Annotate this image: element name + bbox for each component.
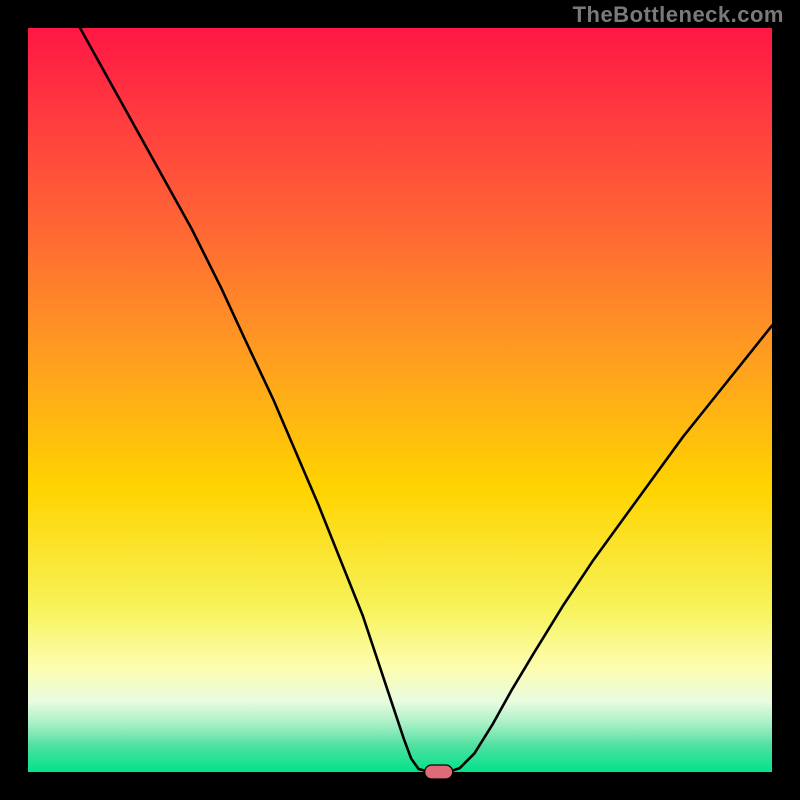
- chart-frame: TheBottleneck.com: [0, 0, 800, 800]
- watermark-text: TheBottleneck.com: [573, 2, 784, 28]
- optimum-marker: [425, 765, 453, 779]
- plot-background: [28, 28, 772, 772]
- bottleneck-chart: [0, 0, 800, 800]
